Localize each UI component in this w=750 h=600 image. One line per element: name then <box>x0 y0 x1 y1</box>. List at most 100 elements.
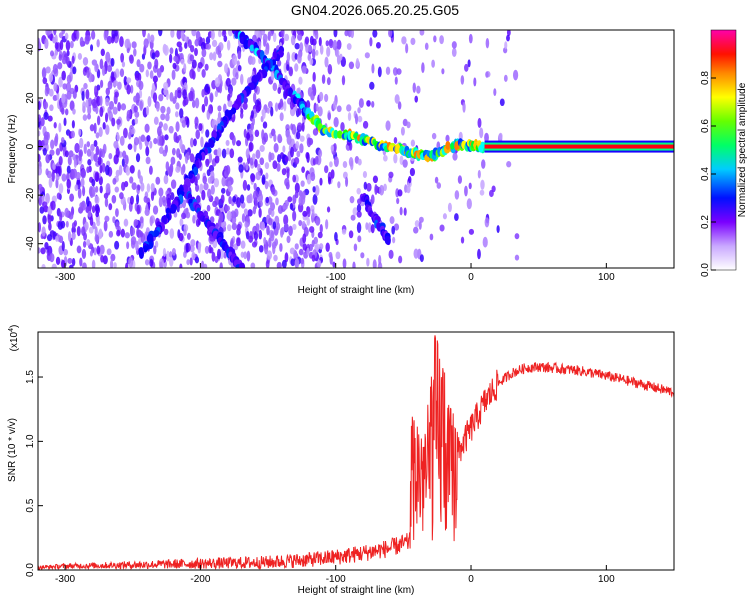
spectrogram-cell <box>498 132 503 140</box>
spectrogram-cell <box>301 220 306 228</box>
spectrogram-cell <box>350 30 355 39</box>
spectrogram-cell <box>342 258 347 268</box>
spectrogram-cell <box>38 195 42 207</box>
spectrogram-cell <box>78 150 82 162</box>
spectrogram-cell <box>191 251 196 260</box>
spectrogram-cell <box>86 239 91 246</box>
spectrogram-cell <box>116 229 121 237</box>
snr-panel: -300 -200 -100 0 100 0.0 0.5 1.0 1.5 Height of … <box>7 325 675 596</box>
spectrogram-cell <box>464 185 468 197</box>
spectrogram-cell <box>272 160 278 170</box>
spectrogram-cell <box>201 103 206 113</box>
spectrogram-cell <box>261 221 266 231</box>
spectrogram-cell <box>129 54 134 64</box>
spectrogram-cell <box>60 220 66 229</box>
spectrogram-cell <box>358 98 364 109</box>
spectrogram-cell <box>85 99 89 108</box>
spectrogram-cell <box>262 121 268 129</box>
spectrogram-cell <box>357 115 363 123</box>
spectrogram-cell <box>38 222 42 233</box>
spectrogram-cell <box>255 171 261 181</box>
top-y-tick-label: 0 <box>25 143 36 149</box>
spectrogram-cell <box>270 230 275 242</box>
spectrogram-cell <box>369 81 375 90</box>
spectrogram-cell <box>165 113 170 122</box>
spectrogram-cell <box>43 131 49 140</box>
spectrogram-cell <box>205 129 210 138</box>
spectrogram-cell <box>210 184 215 195</box>
spectrogram-cell <box>224 63 229 74</box>
spectrogram-cell <box>460 236 465 244</box>
spectrogram-cell <box>169 47 174 55</box>
spectrogram-cell <box>228 196 232 205</box>
spectrogram-cell <box>71 258 76 267</box>
spectrogram-cell <box>352 261 356 268</box>
spectrogram-cell <box>150 190 155 202</box>
spectrogram-cell <box>205 43 212 50</box>
spectrogram-cell <box>189 244 195 253</box>
bottom-y-tick-label: 1.5 <box>25 370 36 384</box>
spectrogram-track-cell <box>211 129 217 140</box>
spectrogram-cell <box>104 112 109 123</box>
spectrogram-cell <box>439 224 445 232</box>
spectrogram-cell <box>307 206 311 218</box>
spectrogram-cell <box>315 216 321 226</box>
spectrogram-cell <box>409 167 416 177</box>
spectrogram-cell <box>86 148 92 157</box>
spectrogram-cell <box>214 155 220 164</box>
spectrogram-cell <box>139 216 144 224</box>
spectrogram-cell <box>175 102 180 110</box>
spectrogram-cell <box>272 244 276 255</box>
spectrogram-cell <box>149 140 153 149</box>
spectrogram-cell <box>61 93 66 104</box>
spectrogram-cell <box>168 125 174 134</box>
spectrogram-cell <box>179 263 183 268</box>
spectrogram-cell <box>272 32 277 43</box>
colorbar-tick-label: 0.4 <box>700 167 711 181</box>
spectrogram-cell <box>336 105 342 113</box>
spectrogram-cell <box>297 122 303 131</box>
spectrogram-cell <box>369 37 373 47</box>
spectrogram-cell <box>240 240 246 249</box>
spectrogram-cell <box>65 82 72 93</box>
spectrogram-cell <box>357 158 362 166</box>
spectrogram-cell <box>55 178 59 189</box>
spectrogram-cell <box>248 142 254 152</box>
spectrogram-cell <box>53 82 58 92</box>
spectrogram-cell <box>79 36 84 48</box>
spectrogram-cell <box>333 30 338 38</box>
spectrogram-cell <box>87 104 92 116</box>
spectrogram-cell <box>163 228 169 236</box>
spectrogram-cell <box>66 178 71 189</box>
spectrogram-cell <box>312 186 316 193</box>
spectrogram-cell <box>131 118 136 126</box>
spectrogram-cell <box>134 73 140 81</box>
spectrogram-cell <box>155 176 161 185</box>
spectrogram-cell <box>189 257 193 266</box>
spectrogram-cell <box>111 194 117 204</box>
spectrogram-cell <box>394 76 398 85</box>
spectrogram-cell <box>442 213 447 220</box>
top-x-tick-label: -200 <box>190 272 210 283</box>
spectrogram-cell <box>258 245 264 253</box>
spectrogram-cell <box>89 124 95 132</box>
spectrogram-cell <box>356 210 362 218</box>
spectrogram-cell <box>91 259 96 268</box>
spectrogram-track-cell <box>480 141 486 149</box>
spectrogram-track-cell <box>388 145 395 152</box>
spectrogram-cell <box>143 195 148 203</box>
spectrogram-cell <box>324 93 329 103</box>
spectrogram-cell <box>319 44 324 55</box>
spectrogram-cell <box>121 158 125 168</box>
spectrogram-cell <box>216 147 222 158</box>
spectrogram-cell <box>325 219 329 230</box>
spectrogram-cell <box>312 85 317 96</box>
spectrogram-cell <box>86 141 91 148</box>
spectrogram-cell <box>234 208 239 218</box>
spectrogram-cell <box>306 137 312 148</box>
spectrogram-cell <box>445 134 450 143</box>
spectrogram-cell <box>41 263 46 268</box>
spectrogram-cell <box>126 77 132 84</box>
spectrogram-cell <box>272 221 277 230</box>
spectrogram-cell <box>99 58 104 70</box>
